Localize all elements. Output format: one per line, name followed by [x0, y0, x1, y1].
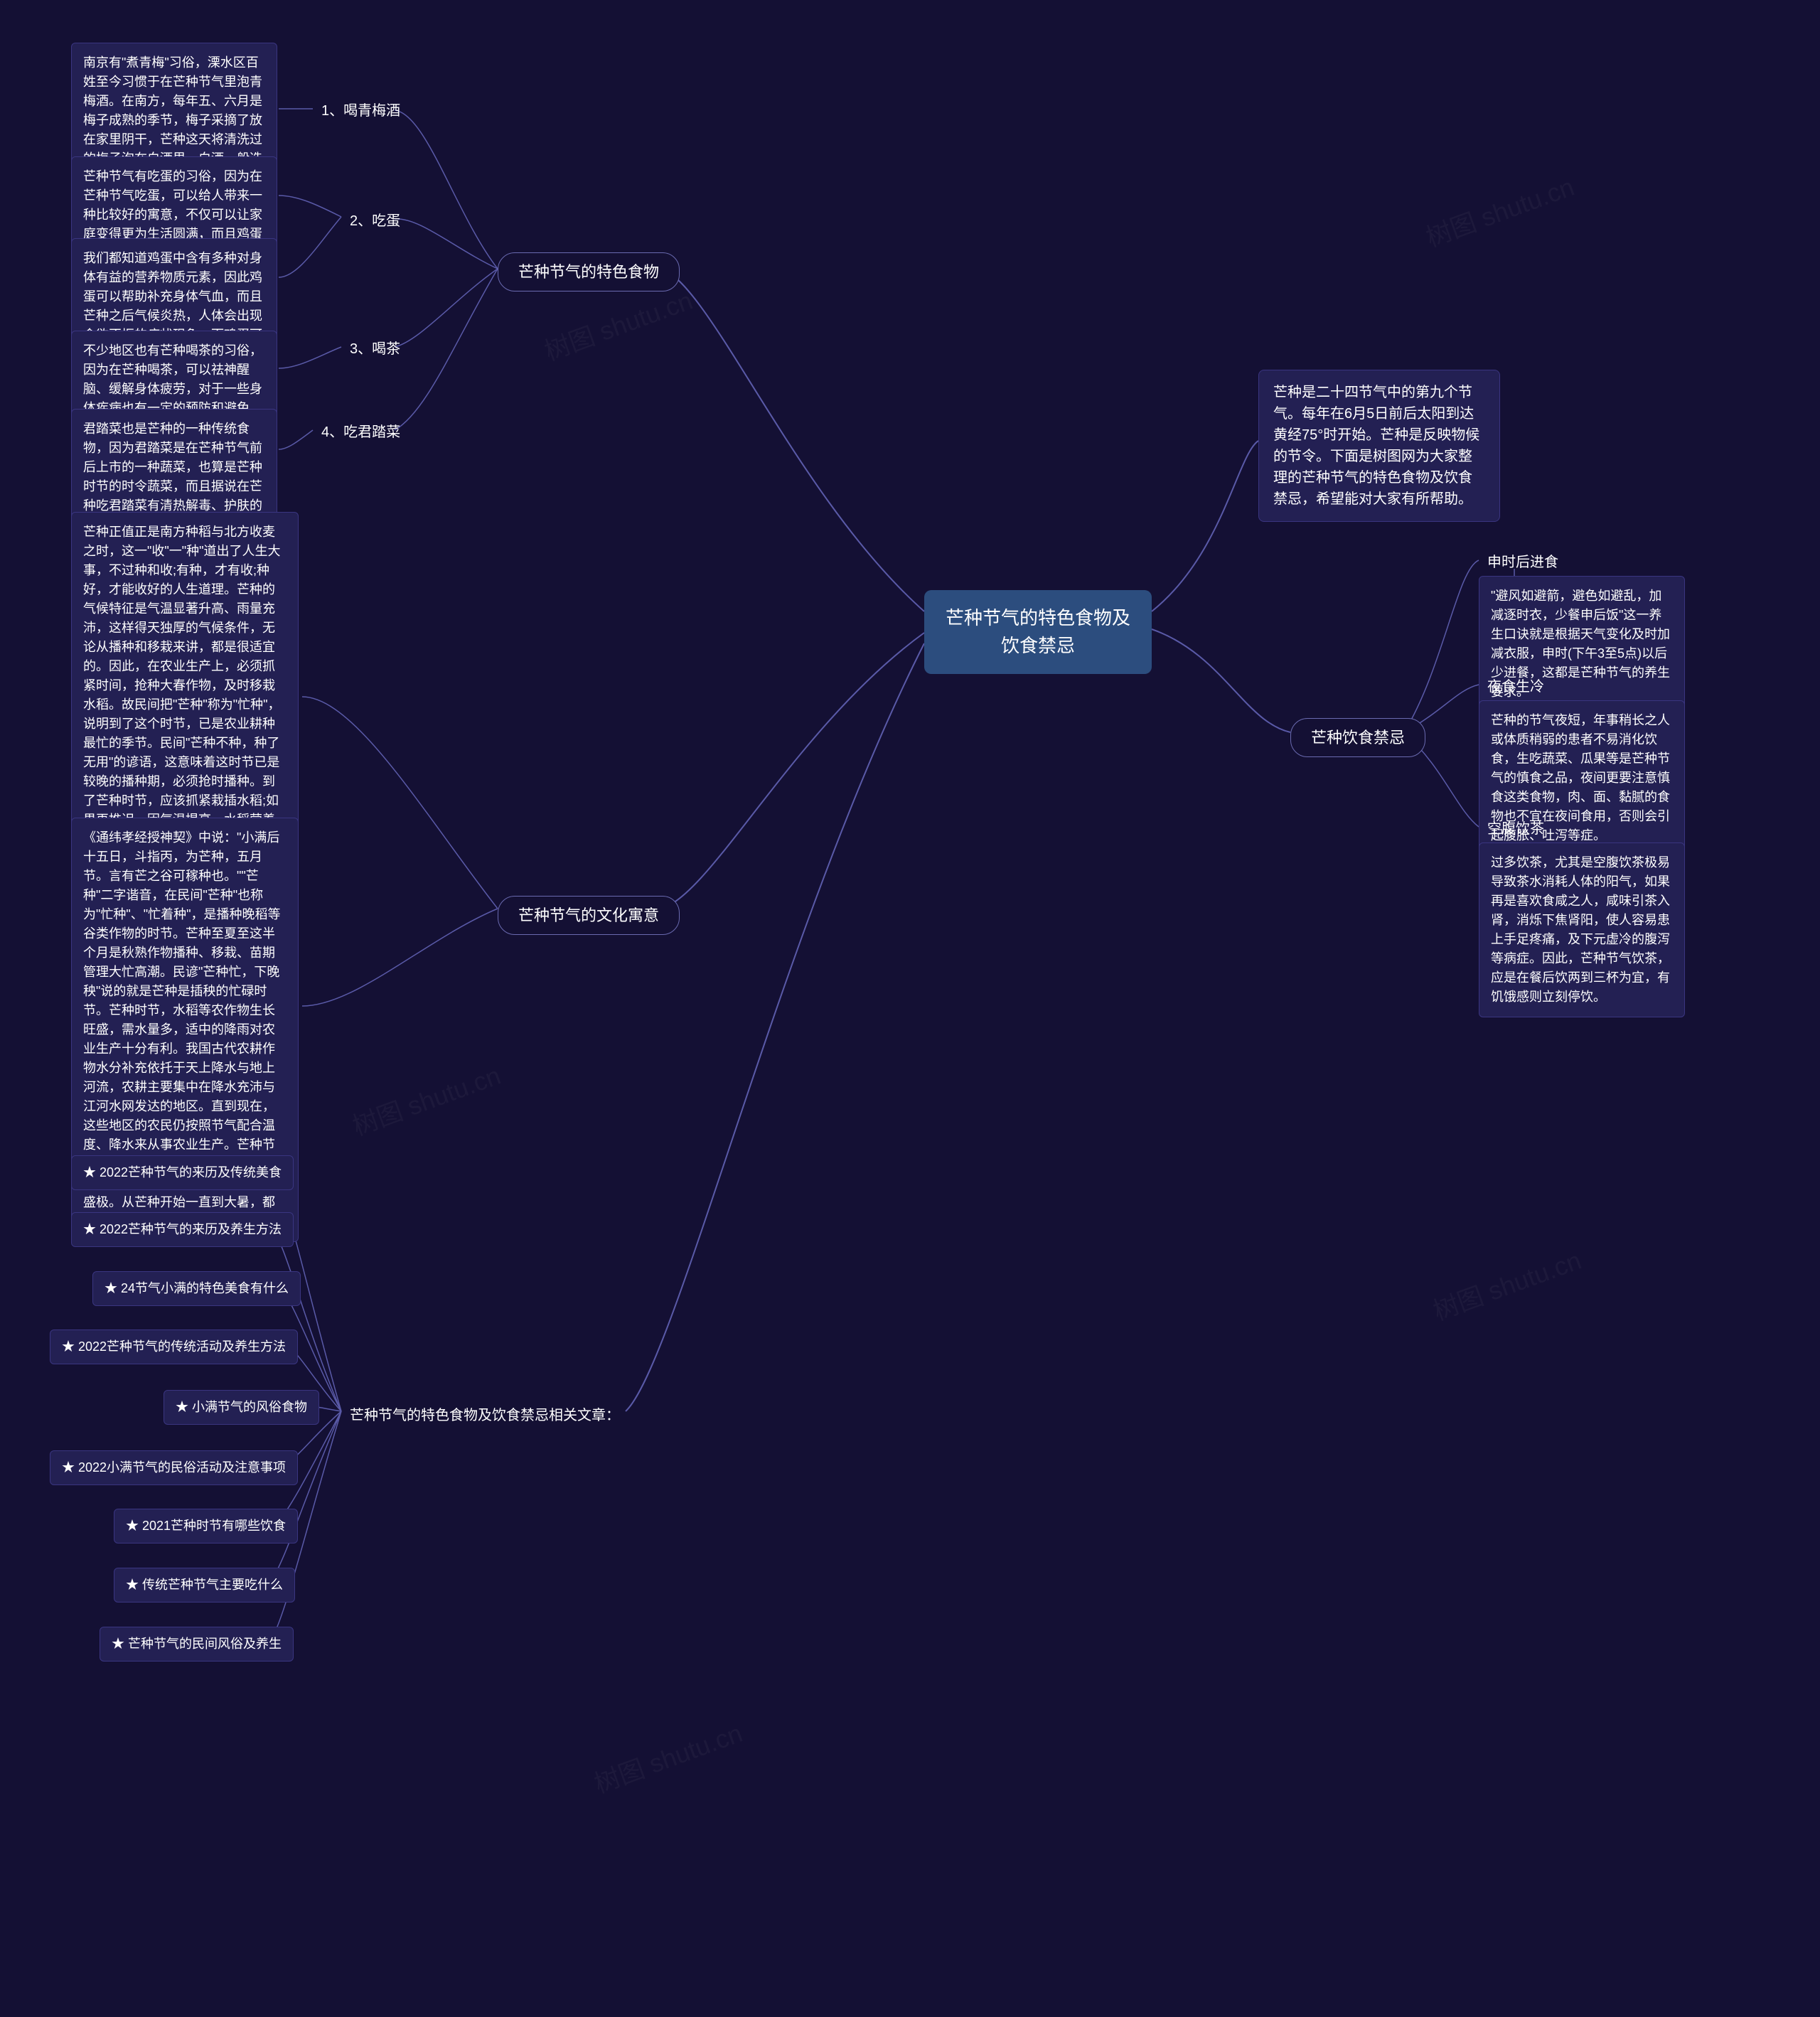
root-node[interactable]: 芒种节气的特色食物及饮食禁忌: [924, 590, 1152, 674]
related-link-8[interactable]: ★ 芒种节气的民间风俗及养生: [100, 1627, 294, 1662]
intro-node: 芒种是二十四节气中的第九个节气。每年在6月5日前后太阳到达黄经75°时开始。芒种…: [1258, 370, 1500, 522]
related-link-2[interactable]: ★ 24节气小满的特色美食有什么: [92, 1271, 301, 1306]
related-link-1[interactable]: ★ 2022芒种节气的来历及养生方法: [71, 1212, 294, 1247]
related-link-3[interactable]: ★ 2022芒种节气的传统活动及养生方法: [50, 1329, 298, 1364]
category-culture[interactable]: 芒种节气的文化寓意: [498, 896, 680, 935]
subnode-t3[interactable]: 空腹饮茶: [1479, 814, 1553, 844]
watermark: 树图 shutu.cn: [1428, 1240, 1586, 1327]
subnode-f1[interactable]: 1、喝青梅酒: [313, 96, 409, 126]
watermark: 树图 shutu.cn: [347, 1055, 505, 1143]
watermark: 树图 shutu.cn: [539, 280, 697, 368]
category-related[interactable]: 芒种节气的特色食物及饮食禁忌相关文章：: [341, 1401, 628, 1430]
category-foods[interactable]: 芒种节气的特色食物: [498, 252, 680, 291]
watermark: 树图 shutu.cn: [589, 1713, 747, 1800]
subnode-t2[interactable]: 夜食生冷: [1479, 672, 1553, 702]
desc-t3-0: 过多饮茶，尤其是空腹饮茶极易导致茶水消耗人体的阳气，如果再是喜欢食咸之人，咸味引…: [1479, 842, 1685, 1017]
related-link-7[interactable]: ★ 传统芒种节气主要吃什么: [114, 1568, 295, 1603]
subnode-f3[interactable]: 3、喝茶: [341, 334, 409, 364]
related-link-5[interactable]: ★ 2022小满节气的民俗活动及注意事项: [50, 1450, 298, 1485]
related-link-4[interactable]: ★ 小满节气的风俗食物: [164, 1390, 319, 1425]
category-taboos[interactable]: 芒种饮食禁忌: [1290, 718, 1425, 757]
subnode-t1[interactable]: 申时后进食: [1479, 547, 1567, 577]
related-link-6[interactable]: ★ 2021芒种时节有哪些饮食: [114, 1509, 298, 1543]
subnode-f2[interactable]: 2、吃蛋: [341, 206, 409, 236]
subnode-f4[interactable]: 4、吃君踏菜: [313, 417, 409, 447]
watermark: 树图 shutu.cn: [1420, 166, 1579, 254]
related-link-0[interactable]: ★ 2022芒种节气的来历及传统美食: [71, 1155, 294, 1190]
